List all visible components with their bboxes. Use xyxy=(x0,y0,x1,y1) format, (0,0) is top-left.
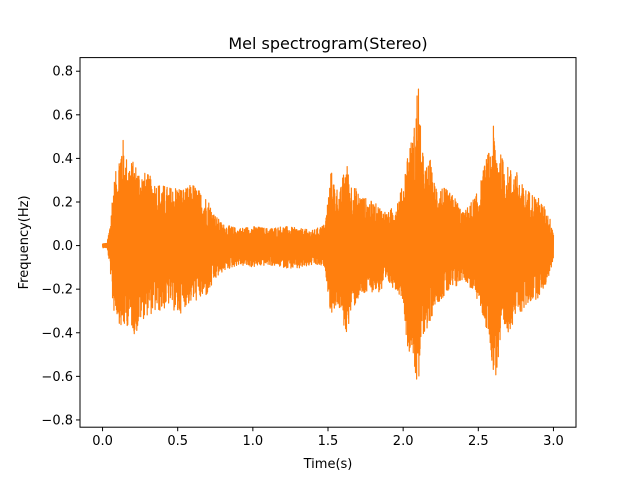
y-tick-label: −0.4 xyxy=(41,326,73,341)
y-tick-label: 0.0 xyxy=(52,239,73,254)
y-tick-label: −0.2 xyxy=(41,283,73,298)
y-tick-label: 0.2 xyxy=(52,195,73,210)
waveform-line xyxy=(101,88,555,380)
x-axis-label: Time(s) xyxy=(303,457,353,472)
y-tick-label: −0.8 xyxy=(41,413,73,428)
x-tick-label: 0.5 xyxy=(167,434,188,449)
x-tick-label: 2.5 xyxy=(468,434,489,449)
y-tick-label: −0.6 xyxy=(41,370,73,385)
x-tick-label: 2.0 xyxy=(393,434,414,449)
plot-area xyxy=(101,88,555,380)
y-axis: −0.8 −0.6 −0.4 −0.2 0.0 0.2 0.4 0.6 0.8 xyxy=(41,65,80,428)
y-tick-label: 0.8 xyxy=(52,65,73,80)
x-axis: 0.0 0.5 1.0 1.5 2.0 2.5 3.0 xyxy=(92,427,564,449)
y-axis-label: Frequency(Hz) xyxy=(17,195,32,289)
x-tick-label: 3.0 xyxy=(543,434,564,449)
x-tick-label: 0.0 xyxy=(92,434,113,449)
chart-title: Mel spectrogram(Stereo) xyxy=(228,34,427,53)
y-tick-label: 0.6 xyxy=(52,108,73,123)
x-tick-label: 1.0 xyxy=(243,434,264,449)
x-tick-label: 1.5 xyxy=(318,434,339,449)
y-tick-label: 0.4 xyxy=(52,152,73,167)
